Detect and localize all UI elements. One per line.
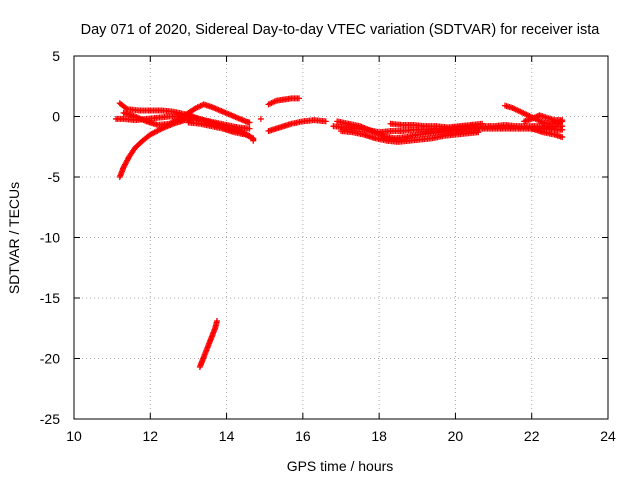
data-point [479,120,486,127]
x-tick-label: 24 [600,428,616,444]
data-point [559,126,566,133]
y-tick-label: -5 [48,169,61,185]
x-tick-label: 20 [448,428,464,444]
y-tick-label: -20 [40,351,60,367]
data-point [559,134,566,141]
x-tick-label: 22 [524,428,540,444]
x-tick-label: 14 [219,428,235,444]
data-point [322,118,329,125]
data-point [475,129,482,136]
tick-labels: 10 12 14 16 18 20 22 24 5 0 -5 -10 -15 -20 -25 [40,48,616,444]
x-axis-label: GPS time / hours [287,458,394,474]
y-axis-label: SDTVAR / TECUs [6,182,22,294]
data-point [246,125,253,132]
data-points [112,95,566,370]
x-tick-label: 10 [66,428,82,444]
data-point [257,115,264,122]
data-point [123,105,130,112]
x-tick-label: 12 [142,428,158,444]
data-point [250,137,257,144]
y-tick-label: 0 [52,109,60,125]
y-tick-label: 5 [52,48,60,64]
chart-title: Day 071 of 2020, Sidereal Day-to-day VTE… [81,22,601,38]
data-point [559,117,566,124]
x-tick-label: 18 [371,428,387,444]
x-tick-label: 16 [295,428,311,444]
y-tick-label: -10 [40,230,60,246]
data-point [246,119,253,126]
y-tick-label: -15 [40,290,60,306]
y-tick-label: -25 [40,411,60,427]
data-point [214,317,221,324]
data-point [296,95,303,102]
plot-frame [73,55,609,420]
